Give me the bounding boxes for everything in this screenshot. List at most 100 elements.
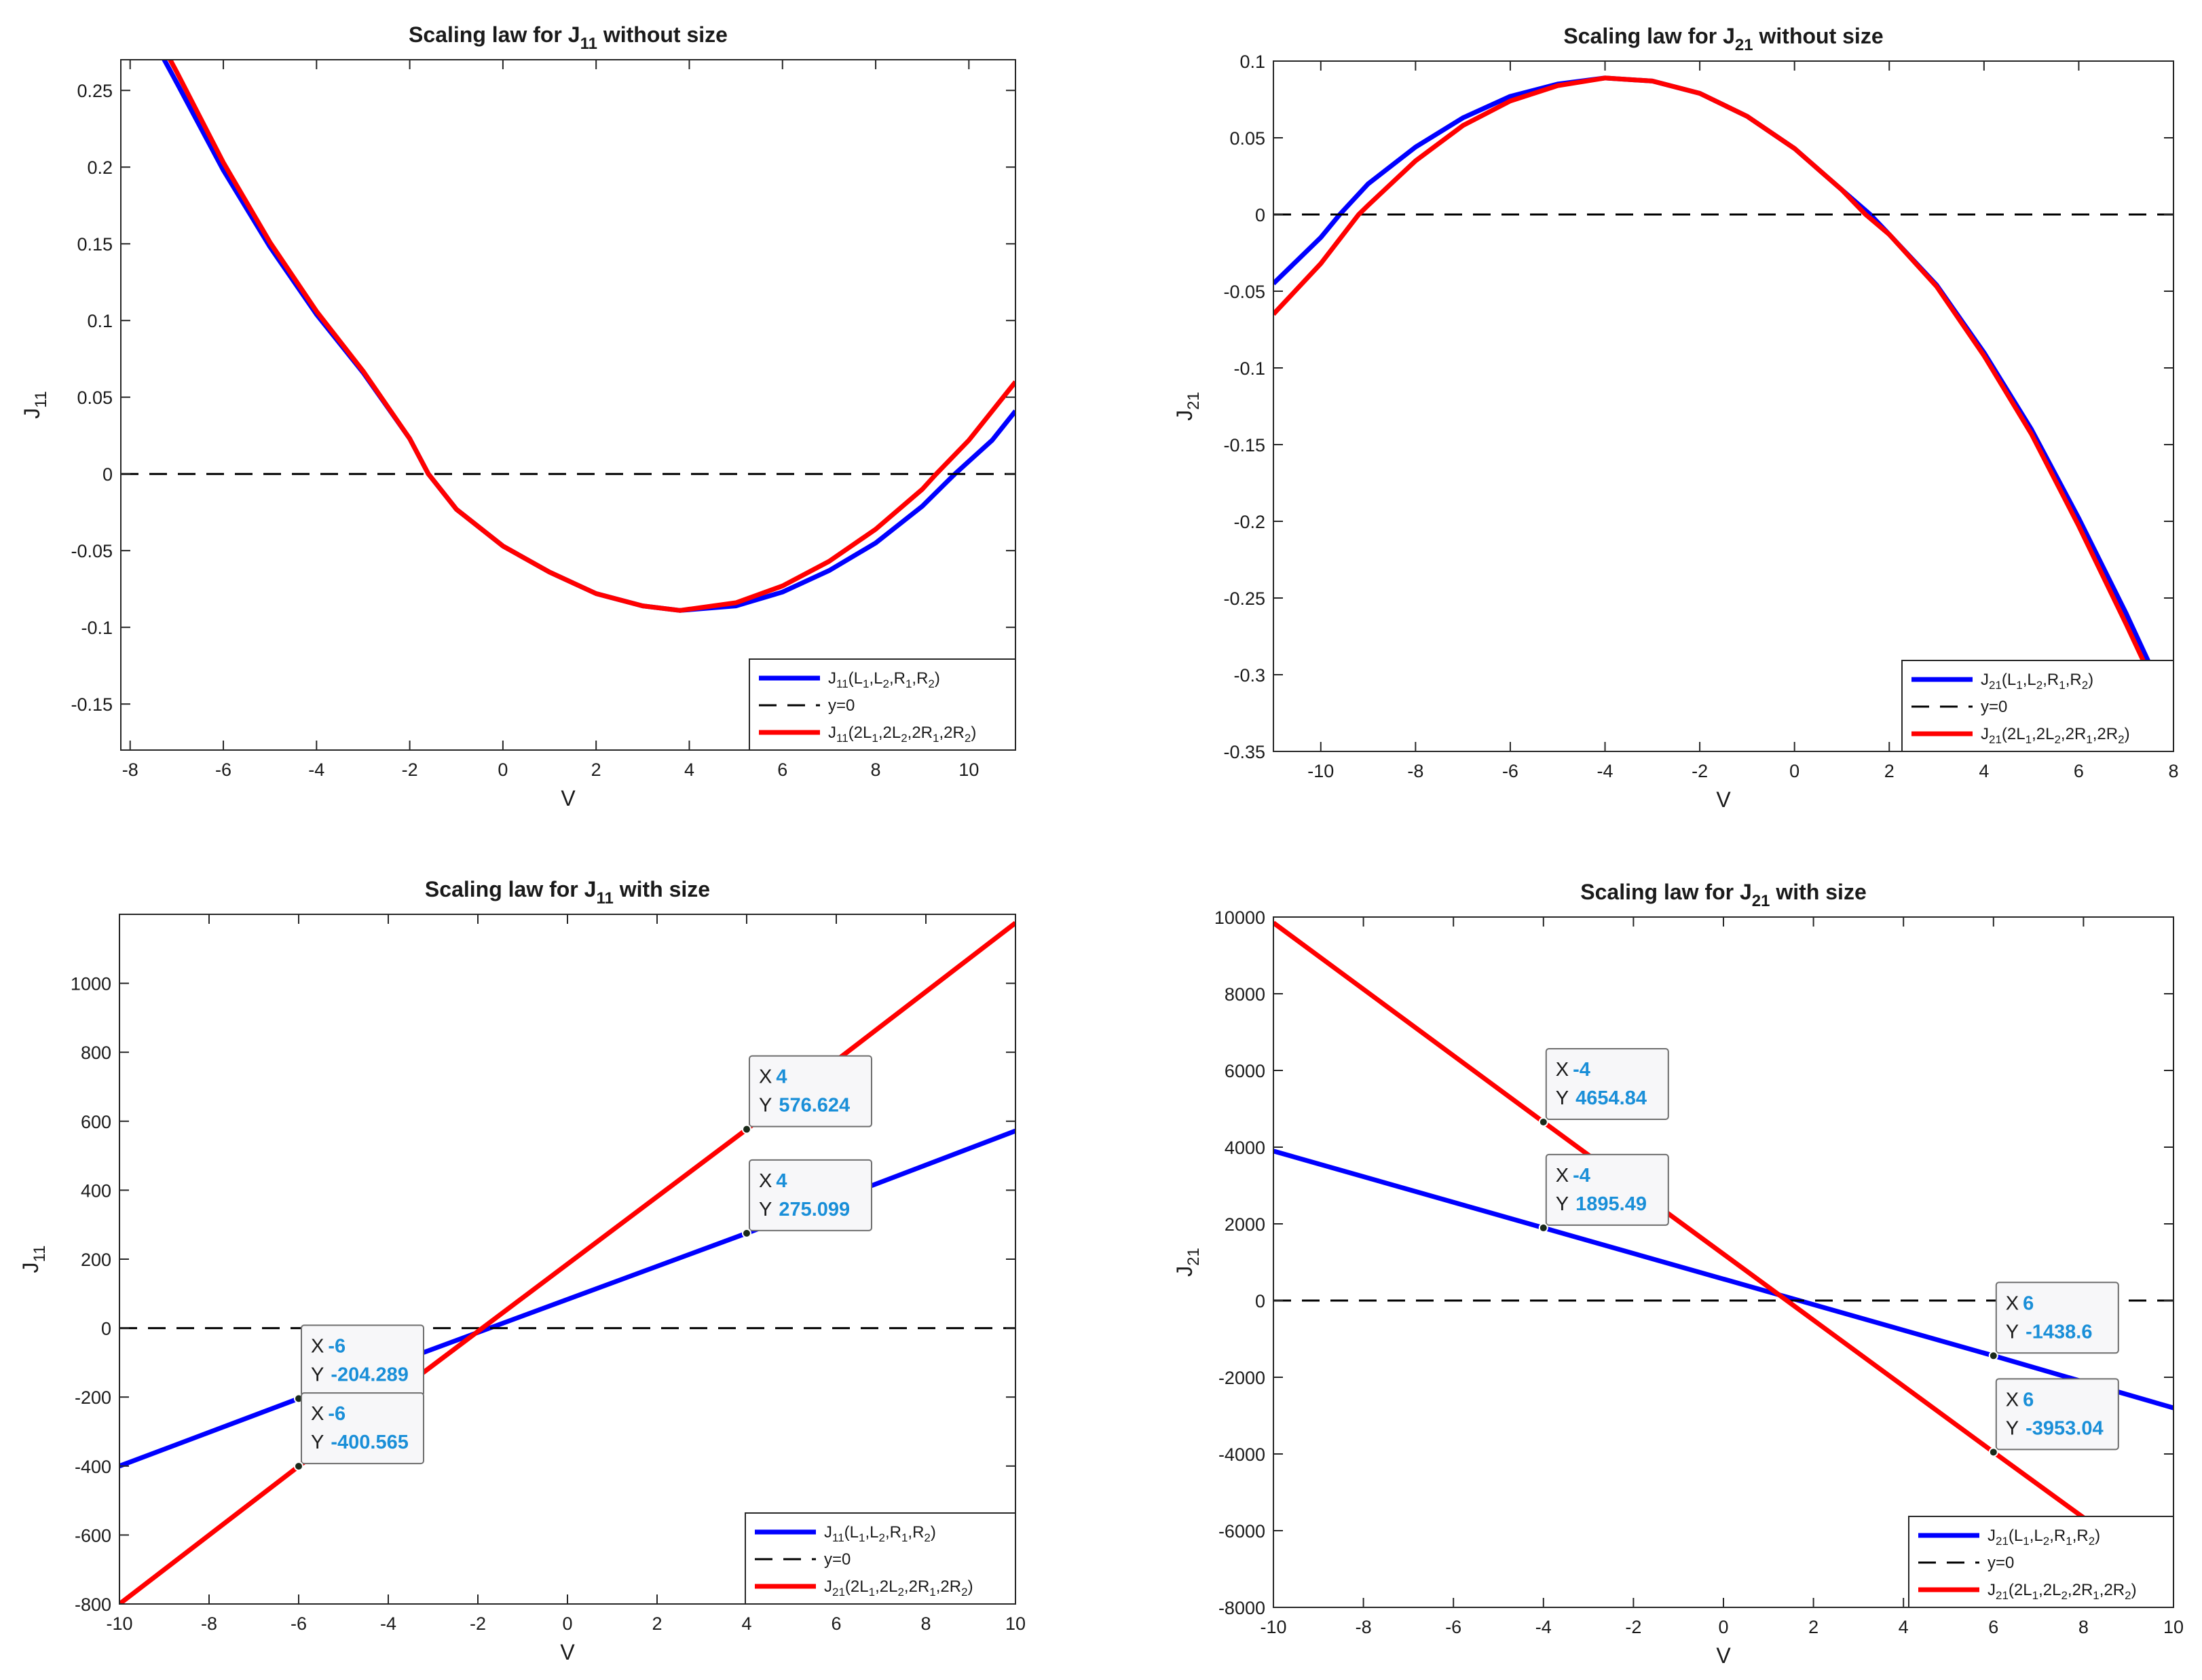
datatip-x-row: X -6 — [311, 1335, 346, 1357]
legend-entry-label: J11(2L1,2L2,2R1,2R2) — [828, 724, 976, 745]
datatip-x-row: X -6 — [311, 1403, 346, 1425]
x-axis-label: V — [1716, 787, 1731, 812]
legend[interactable]: J21(L1,L2,R1,R2) y=0 J21(2L1,2L2,2R1,2R2) — [1908, 1516, 2174, 1608]
x-tick-label: 2 — [591, 760, 601, 780]
x-tick-label: 4 — [1899, 1617, 1909, 1637]
y-tick-label: 400 — [81, 1180, 111, 1201]
y-tick-label: 4000 — [1225, 1138, 1265, 1158]
x-tick-label: -6 — [1502, 761, 1518, 781]
scaled-series-line — [119, 920, 1015, 1604]
y-tick-label: -400 — [75, 1457, 111, 1477]
chart-title: Scaling law for J11 with size — [425, 877, 710, 908]
y-tick-label: 6000 — [1225, 1061, 1265, 1081]
legend-entry-label: y=0 — [824, 1550, 851, 1569]
legend-entry-label: J21(2L1,2L2,2R1,2R2) — [824, 1578, 973, 1599]
datatip[interactable]: X 4 Y 275.099 — [742, 1159, 872, 1238]
y-tick-label: 0.05 — [1229, 128, 1265, 149]
x-tick-label: -4 — [380, 1613, 396, 1634]
datatip-y-row: Y 275.099 — [759, 1199, 850, 1220]
datatip-box — [1995, 1282, 2119, 1354]
datatip-y-row: Y 1895.49 — [1556, 1193, 1647, 1215]
datatip-box — [301, 1392, 424, 1465]
datatip-box — [1545, 1048, 1669, 1121]
series-group — [121, 60, 1015, 613]
y-tick-label: -8000 — [1218, 1598, 1265, 1618]
chart-title: Scaling law for J11 without size — [409, 22, 728, 53]
y-tick-label: -0.1 — [81, 618, 113, 638]
legend[interactable]: J21(L1,L2,R1,R2) y=0 J21(2L1,2L2,2R1,2R2) — [1901, 660, 2174, 752]
y-tick-label: -0.15 — [1223, 435, 1265, 455]
y-tick-label: -0.25 — [1223, 589, 1265, 609]
y-tick-label: -6000 — [1218, 1521, 1265, 1542]
x-tick-label: 8 — [2168, 761, 2178, 781]
datatip-y-row: Y 576.624 — [759, 1095, 850, 1117]
x-tick-label: 2 — [1884, 761, 1895, 781]
legend[interactable]: J11(L1,L2,R1,R2) y=0 J11(2L1,2L2,2R1,2R2) — [749, 658, 1016, 751]
legend-entry-label: J11(L1,L2,R1,R2) — [824, 1523, 936, 1544]
y-tick-label: 10000 — [1214, 908, 1265, 928]
y-tick-label: -0.1 — [1233, 358, 1265, 379]
x-tick-label: -10 — [106, 1613, 132, 1634]
x-tick-label: 10 — [958, 760, 979, 780]
x-tick-label: -2 — [470, 1613, 486, 1634]
datatip[interactable]: X -4 Y 4654.84 — [1538, 1048, 1669, 1127]
x-tick-label: -6 — [215, 760, 231, 780]
datatip[interactable]: X 6 Y -3953.04 — [1988, 1378, 2119, 1457]
plot-area — [1273, 61, 2173, 751]
y-tick-label: 1000 — [71, 974, 111, 994]
legend-entry-label: J21(2L1,2L2,2R1,2R2) — [1981, 725, 2130, 746]
datatip-marker — [742, 1228, 751, 1238]
datatip[interactable]: X -6 Y -204.289 — [294, 1324, 424, 1404]
x-tick-label: 6 — [2074, 761, 2084, 781]
datatip-x-row: X -4 — [1556, 1165, 1590, 1187]
datatip-box — [1995, 1378, 2119, 1451]
x-tick-label: -4 — [308, 760, 324, 780]
x-tick-label: 4 — [684, 760, 694, 780]
scaled-series-line — [1273, 920, 2103, 1533]
datatip-x-row: X -4 — [1556, 1059, 1590, 1081]
x-tick-label: 0 — [562, 1613, 572, 1634]
x-tick-label: 2 — [1808, 1617, 1818, 1637]
y-axis-label: J21 — [1172, 392, 1203, 421]
axes-frame — [120, 59, 1016, 751]
y-tick-label: -0.2 — [1233, 512, 1265, 532]
x-tick-label: -4 — [1597, 761, 1613, 781]
y-tick-label: 0.1 — [87, 311, 113, 331]
y-tick-label: 0 — [1255, 205, 1265, 225]
legend-entry-label: J21(2L1,2L2,2R1,2R2) — [1988, 1581, 2137, 1602]
chart-4: -10 -8 -6 -4 -2 0 2 4 6 8 10 -8000 -6000 -4000 -2000 0 2… — [1172, 880, 2184, 1668]
x-tick-label: -2 — [1692, 761, 1708, 781]
chart-2: -10 -8 -6 -4 -2 0 2 4 6 8 -0.35 -0.3 -0.25 -0.2 -0.15 -… — [1172, 24, 2179, 812]
chart-3: -10 -8 -6 -4 -2 0 2 4 6 8 10 -800 -600 -400 -200 0 200 40… — [18, 877, 1026, 1664]
datatip[interactable]: X 6 Y -1438.6 — [1988, 1282, 2119, 1361]
y-tick-label: -200 — [75, 1387, 111, 1408]
datatip-y-row: Y 4654.84 — [1556, 1087, 1647, 1109]
datatip-marker — [742, 1124, 751, 1134]
y-tick-label: 0 — [102, 464, 113, 485]
base-series-line — [119, 1128, 1015, 1469]
axes-frame — [1273, 60, 2174, 752]
y-tick-label: -2000 — [1218, 1368, 1265, 1388]
datatip[interactable]: X -6 Y -400.565 — [294, 1392, 424, 1472]
datatip[interactable]: X 4 Y 576.624 — [742, 1055, 872, 1134]
x-tick-label: -10 — [1307, 761, 1334, 781]
y-tick-label: 0.05 — [77, 388, 113, 408]
datatip[interactable]: X -4 Y 1895.49 — [1538, 1153, 1669, 1233]
x-axis-label: V — [1716, 1643, 1731, 1668]
y-tick-label: -800 — [75, 1594, 111, 1615]
x-tick-label: 10 — [1005, 1613, 1026, 1634]
datatip-marker — [1538, 1117, 1548, 1127]
x-tick-label: 2 — [652, 1613, 662, 1634]
datatip-y-row: Y -3953.04 — [2006, 1417, 2104, 1439]
plot-area — [121, 60, 1015, 750]
y-tick-label: -0.35 — [1223, 742, 1265, 762]
legend[interactable]: J11(L1,L2,R1,R2) y=0 J21(2L1,2L2,2R1,2R2) — [745, 1512, 1016, 1605]
y-tick-label: 0.1 — [1239, 52, 1265, 72]
y-tick-label: -0.15 — [71, 694, 113, 715]
datatip-box — [749, 1159, 872, 1231]
x-tick-label: -2 — [1625, 1617, 1641, 1637]
